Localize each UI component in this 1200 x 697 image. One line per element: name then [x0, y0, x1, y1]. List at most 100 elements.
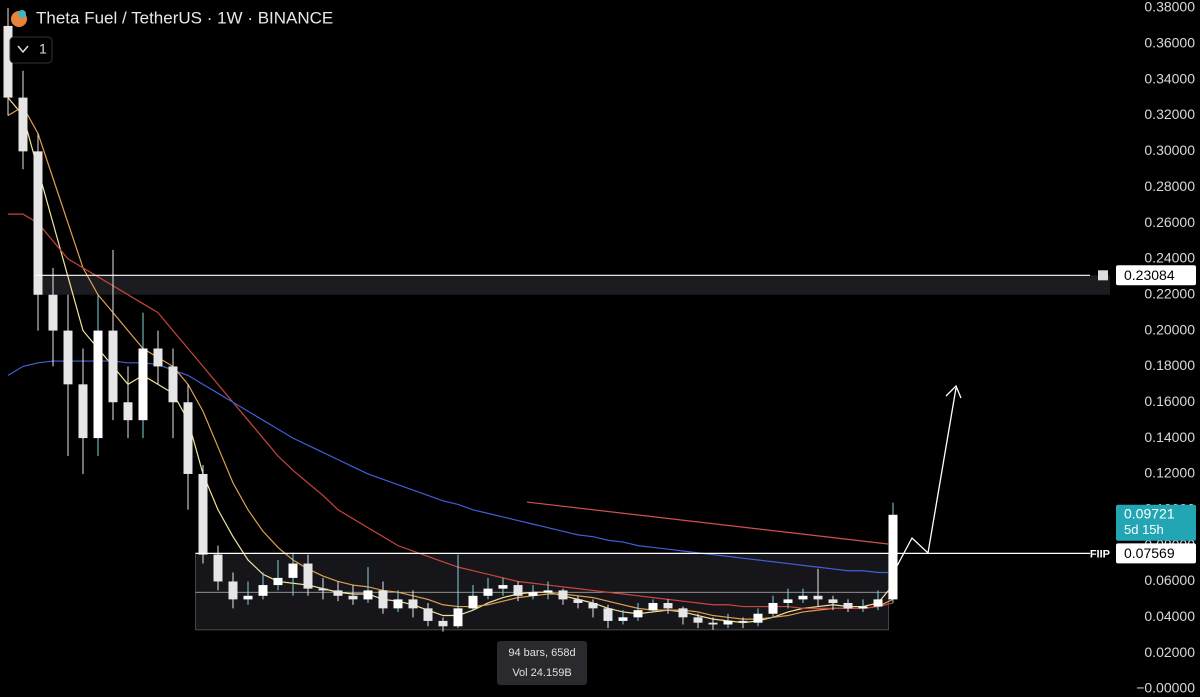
resistance-zone	[35, 275, 1110, 295]
candle-body	[378, 590, 388, 609]
measure-bars-label: 94 bars, 658d	[508, 647, 575, 659]
candle-body	[558, 590, 568, 600]
y-tick-label: 0.38000	[1144, 0, 1195, 15]
y-tick-label: 0.32000	[1144, 106, 1195, 122]
candle-body	[228, 581, 238, 600]
candle-body	[603, 608, 613, 621]
candle-body	[408, 599, 418, 609]
price-label-box	[1116, 265, 1196, 286]
candle-body	[348, 595, 358, 600]
last-price-box	[1116, 504, 1196, 541]
candle-body	[843, 602, 853, 609]
candle-body	[513, 585, 523, 596]
measure-tooltip	[497, 641, 587, 685]
y-tick-label: 0.16000	[1144, 393, 1195, 409]
candle-body	[303, 563, 313, 589]
y-tick-label: 0.36000	[1144, 35, 1195, 51]
candle-body	[888, 514, 898, 600]
price-label-box	[1116, 543, 1196, 564]
candle-body	[543, 590, 553, 593]
candle-body	[693, 617, 703, 623]
candle-body	[798, 595, 808, 600]
candle-body	[78, 384, 88, 439]
y-tick-label: 0.04000	[1144, 608, 1195, 624]
candle-body	[483, 588, 493, 596]
level-marker	[1098, 270, 1108, 281]
candle-body	[333, 590, 343, 596]
symbol-icon-badge	[18, 10, 26, 18]
candle-body	[633, 610, 643, 618]
candle-body	[783, 599, 793, 603]
y-tick-label: 0.06000	[1144, 572, 1195, 588]
candle-body	[48, 294, 58, 331]
candle-body	[708, 622, 718, 625]
y-tick-label: 0.22000	[1144, 285, 1195, 301]
y-tick-label: 0.20000	[1144, 321, 1195, 337]
moving-average-segment	[526, 501, 889, 545]
countdown-label: 5d 15h	[1124, 522, 1164, 537]
candle-body	[153, 348, 163, 367]
candle-body	[423, 608, 433, 621]
candle-body	[18, 97, 28, 152]
y-tick-label: 0.12000	[1144, 465, 1195, 481]
candle-body	[63, 330, 73, 385]
candle-body	[813, 595, 823, 600]
y-tick-label: 0.28000	[1144, 178, 1195, 194]
candle-body	[453, 608, 463, 627]
candle-body	[768, 602, 778, 614]
candle-body	[723, 620, 733, 625]
candle-body	[573, 599, 583, 603]
candle-body	[618, 617, 628, 621]
y-tick-label: 0.24000	[1144, 250, 1195, 266]
candle-body	[273, 577, 283, 586]
candle-body	[243, 595, 253, 600]
candle-body	[588, 602, 598, 609]
candle-body	[663, 602, 673, 609]
candle-body	[678, 608, 688, 618]
candle-body	[213, 554, 223, 582]
candle-body	[753, 613, 763, 623]
measure-volume-label: Vol 24.159B	[512, 667, 571, 679]
candle-body	[288, 563, 298, 578]
measure-box	[195, 552, 889, 631]
candle-body	[873, 599, 883, 607]
y-tick-label: 0.26000	[1144, 214, 1195, 230]
candle-body	[528, 592, 538, 596]
y-tick-label: 0.18000	[1144, 357, 1195, 373]
moving-average	[8, 213, 894, 609]
candle-body	[363, 590, 373, 600]
candle-body	[3, 25, 13, 98]
interval-button[interactable]	[9, 36, 53, 64]
candle-body	[33, 151, 43, 295]
interval-button-label[interactable]: 1	[39, 41, 47, 57]
candle-body	[93, 330, 103, 439]
candle-body	[108, 330, 118, 403]
price-label: 0.07569	[1124, 545, 1175, 561]
y-tick-label: 0.30000	[1144, 142, 1195, 158]
y-tick-label: 0.34000	[1144, 70, 1195, 86]
candle-body	[138, 348, 148, 421]
y-tick-label: −0.00000	[1136, 680, 1195, 696]
candle-body	[468, 595, 478, 609]
candle-body	[498, 585, 508, 589]
plot-area	[3, 7, 1124, 690]
candle-body	[198, 473, 208, 555]
last-price-label: 0.09721	[1124, 505, 1175, 521]
price-label: 0.23084	[1124, 267, 1175, 283]
candle-body	[393, 599, 403, 609]
candle-body	[738, 620, 748, 623]
chevron-icon	[17, 45, 29, 54]
level-name: FIIP	[1090, 548, 1110, 560]
candle-body	[828, 599, 838, 603]
chart-title: Theta Fuel / TetherUS · 1W · BINANCE	[36, 8, 333, 27]
candle-body	[648, 602, 658, 611]
candle-body	[258, 585, 268, 596]
y-tick-label: 0.02000	[1144, 644, 1195, 660]
candle-body	[858, 606, 868, 609]
candle-body	[123, 402, 133, 421]
candle-body	[438, 620, 448, 627]
candle-body	[183, 402, 193, 474]
arrow-drawing	[896, 384, 962, 567]
candle-body	[318, 588, 328, 591]
